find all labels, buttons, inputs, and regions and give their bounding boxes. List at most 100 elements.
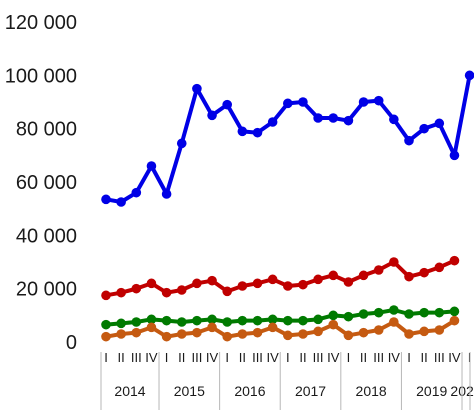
data-point: [116, 329, 126, 339]
data-point: [222, 331, 232, 342]
x-quarter-label: III: [313, 350, 324, 365]
data-point: [313, 326, 323, 337]
data-point: [313, 113, 323, 123]
series-4: [101, 315, 460, 342]
data-point: [358, 309, 369, 319]
data-point: [313, 274, 323, 285]
y-axis: 0 20 000 40 000 60 000 80 000 100 000 120 000: [5, 12, 77, 354]
data-point: [373, 307, 384, 318]
data-point: [131, 317, 142, 327]
data-point: [267, 314, 278, 325]
x-year-label: 2014: [114, 383, 145, 399]
data-point: [146, 322, 157, 333]
x-year-label: 2015: [174, 383, 205, 399]
data-point: [298, 97, 308, 107]
data-point: [101, 194, 111, 205]
data-point: [146, 278, 157, 289]
y-tick-label: 40 000: [16, 225, 77, 247]
x-quarter-label: III: [252, 350, 263, 365]
data-point: [328, 310, 339, 321]
data-point: [419, 123, 429, 134]
data-point: [101, 290, 111, 301]
data-point: [328, 113, 339, 123]
data-point: [192, 327, 202, 338]
x-year-label: 2016: [234, 383, 265, 399]
data-point: [207, 275, 217, 286]
data-point: [237, 126, 248, 137]
data-point: [389, 317, 399, 327]
x-quarter-label: IV: [145, 350, 158, 365]
x-quarter-label: IV: [448, 350, 461, 365]
data-point: [404, 135, 414, 146]
data-point: [237, 315, 248, 326]
x-quarter-label: IV: [267, 350, 280, 365]
data-point: [207, 314, 217, 325]
x-quarter-label: I: [407, 350, 411, 365]
data-point: [283, 281, 293, 291]
x-quarter-label: I: [225, 350, 229, 365]
y-tick-label: 20 000: [16, 279, 77, 301]
data-point: [449, 306, 460, 317]
x-quarter-label: II: [118, 350, 125, 365]
data-point: [267, 322, 278, 333]
data-point: [252, 315, 263, 326]
data-point: [222, 99, 232, 110]
data-point: [373, 95, 384, 106]
data-point: [101, 331, 111, 342]
data-point: [252, 327, 263, 338]
data-point: [328, 319, 339, 330]
x-quarter-label: IV: [327, 350, 340, 365]
data-point: [343, 277, 354, 287]
data-point: [161, 287, 172, 298]
x-year-label: 2017: [295, 383, 326, 399]
series-3: [101, 305, 460, 330]
data-point: [116, 197, 126, 207]
data-point: [283, 315, 293, 326]
data-point: [343, 115, 354, 126]
x-quarter-label: IV: [206, 350, 219, 365]
data-point: [222, 317, 232, 327]
data-point: [192, 315, 202, 326]
data-point: [373, 265, 384, 275]
data-point: [389, 114, 399, 125]
series-line: [104, 308, 457, 327]
data-point: [358, 327, 369, 338]
data-point: [161, 331, 172, 342]
data-point: [176, 329, 187, 339]
data-point: [237, 281, 248, 291]
data-point: [176, 285, 187, 295]
data-point: [313, 314, 323, 325]
x-quarter-label: II: [360, 350, 367, 365]
data-point: [131, 327, 142, 338]
series-line: [104, 318, 457, 339]
data-point: [434, 307, 445, 318]
data-point: [146, 161, 157, 171]
data-point: [131, 187, 142, 198]
data-point: [358, 270, 369, 281]
y-tick-label: 80 000: [16, 119, 77, 141]
x-quarter-label: II: [421, 350, 428, 365]
data-point: [343, 330, 354, 341]
y-tick-label: 0: [66, 332, 77, 354]
data-point: [419, 267, 429, 278]
y-tick-label: 120 000: [5, 12, 77, 34]
x-quarter-label: I: [104, 350, 108, 365]
data-point: [449, 255, 460, 266]
data-point: [419, 307, 429, 318]
data-point: [419, 326, 429, 337]
x-quarter-label: IV: [388, 350, 401, 365]
data-point: [464, 70, 474, 81]
data-point: [404, 309, 414, 319]
x-quarter-label: II: [178, 350, 185, 365]
data-point: [222, 286, 232, 297]
y-tick-label: 100 000: [5, 65, 77, 87]
data-point: [207, 110, 217, 121]
data-point: [373, 325, 384, 335]
data-point: [146, 314, 157, 325]
x-quarter-label: III: [131, 350, 142, 365]
data-point: [192, 83, 202, 94]
x-quarter-label: III: [434, 350, 445, 365]
data-point: [176, 317, 187, 327]
x-quarter-label: I: [347, 350, 351, 365]
data-point: [283, 330, 293, 341]
